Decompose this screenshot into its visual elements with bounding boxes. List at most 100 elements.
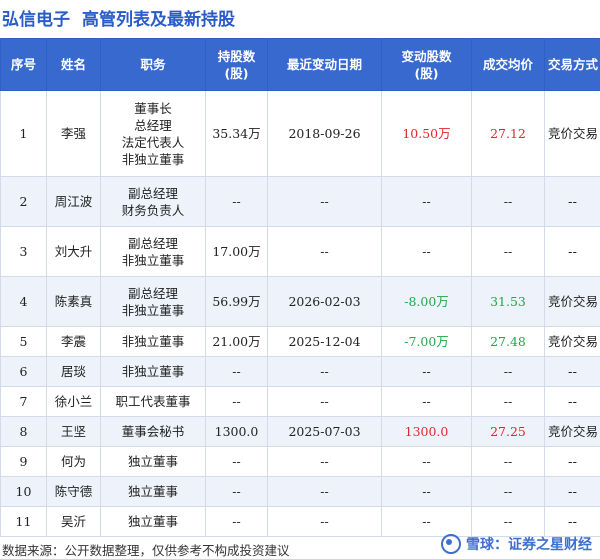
- role-label: 副总经理: [127, 235, 178, 251]
- role-label: 职工代表董事: [115, 394, 191, 409]
- role-label: 副总经理: [127, 285, 178, 301]
- change-shares-cell: -8.00万: [381, 276, 472, 327]
- row-number-cell: 9: [0, 446, 47, 477]
- change-date-cell: --: [267, 176, 382, 227]
- avg-price-cell: --: [471, 506, 545, 537]
- row-number-cell: 1: [0, 90, 47, 177]
- table-row: 9 何为 独立董事 -- -- -- -- --: [0, 446, 600, 477]
- name-cell: 陈守德: [46, 476, 101, 507]
- avg-price-cell: --: [471, 226, 545, 277]
- table-row: 8 王坚 董事会秘书 1300.0 2025-07-03 1300.0 27.25 竞价交易: [0, 416, 600, 447]
- brand-text: 雪球：证券之星财经: [466, 537, 592, 553]
- role-label: 非独立董事: [121, 364, 185, 379]
- row-number-cell: 3: [0, 226, 47, 277]
- change-shares-cell: --: [381, 506, 472, 537]
- avg-price-cell: 27.12: [471, 90, 545, 177]
- shares-cell: --: [205, 446, 268, 477]
- change-date-cell: 2026-02-03: [267, 276, 382, 327]
- column-header: 姓名: [46, 38, 101, 91]
- name-cell: 吴沂: [46, 506, 101, 537]
- change-date-cell: --: [267, 476, 382, 507]
- trade-method-cell: --: [544, 176, 600, 227]
- executives-table: 序号 姓名 职务 持股数 (股) 最近变动日期 变动股数 (股) 成交均价 交易方式 1 李强 董事长…: [0, 38, 600, 537]
- column-header-label: 成交均价: [482, 57, 533, 72]
- brand: 雪球：证券之星财经: [441, 534, 592, 554]
- roles-cell: 独立董事: [100, 476, 206, 507]
- shares-cell: --: [205, 506, 268, 537]
- trade-method-cell: 竞价交易: [544, 326, 600, 357]
- shares-cell: --: [205, 176, 268, 227]
- role-label: 财务负责人: [121, 202, 185, 218]
- row-number-cell: 4: [0, 276, 47, 327]
- change-date-cell: --: [267, 446, 382, 477]
- trade-method-cell: 竞价交易: [544, 90, 600, 177]
- column-header: 最近变动日期: [267, 38, 382, 91]
- change-shares-cell: -7.00万: [381, 326, 472, 357]
- shares-cell: 35.34万: [205, 90, 268, 177]
- column-header-label: (股): [414, 65, 439, 81]
- name-cell: 周江波: [46, 176, 101, 227]
- name-cell: 李震: [46, 326, 101, 357]
- trade-method-cell: --: [544, 506, 600, 537]
- table-row: 5 李震 非独立董事 21.00万 2025-12-04 -7.00万 27.48 竞价交易: [0, 326, 600, 357]
- data-source-note: 数据来源：公开数据整理，仅供参考不构成投资建议: [2, 543, 290, 558]
- change-shares-cell: 10.50万: [381, 90, 472, 177]
- name-cell: 陈素真: [46, 276, 101, 327]
- roles-cell: 独立董事: [100, 506, 206, 537]
- shares-cell: --: [205, 386, 268, 417]
- role-label: 非独立董事: [121, 151, 185, 167]
- role-label: 非独立董事: [121, 334, 185, 349]
- trade-method-cell: 竞价交易: [544, 276, 600, 327]
- avg-price-cell: --: [471, 386, 545, 417]
- column-header-label: 姓名: [60, 57, 86, 72]
- avg-price-cell: 31.53: [471, 276, 545, 327]
- column-header: 变动股数 (股): [381, 38, 472, 91]
- role-label: 独立董事: [127, 514, 178, 529]
- avg-price-cell: --: [471, 446, 545, 477]
- role-label: 独立董事: [127, 484, 178, 499]
- change-shares-cell: --: [381, 176, 472, 227]
- table-row: 2 周江波 副总经理 财务负责人 -- -- -- -- --: [0, 176, 600, 227]
- column-header: 职务: [100, 38, 206, 91]
- name-cell: 李强: [46, 90, 101, 177]
- table-row: 3 刘大升 副总经理 非独立董事 17.00万 -- -- -- --: [0, 226, 600, 277]
- name-cell: 何为: [46, 446, 101, 477]
- row-number-cell: 10: [0, 476, 47, 507]
- row-number-cell: 8: [0, 416, 47, 447]
- table-row: 11 吴沂 独立董事 -- -- -- -- --: [0, 506, 600, 537]
- column-header: 交易方式: [544, 38, 600, 91]
- column-header-label: 序号: [10, 57, 36, 72]
- column-header-label: (股): [224, 65, 249, 81]
- avg-price-cell: 27.25: [471, 416, 545, 447]
- roles-cell: 董事会秘书: [100, 416, 206, 447]
- avg-price-cell: --: [471, 356, 545, 387]
- avg-price-cell: --: [471, 476, 545, 507]
- name-cell: 刘大升: [46, 226, 101, 277]
- role-label: 董事长: [134, 100, 172, 116]
- role-label: 独立董事: [127, 454, 178, 469]
- table-row: 6 居琰 非独立董事 -- -- -- -- --: [0, 356, 600, 387]
- trade-method-cell: --: [544, 226, 600, 277]
- page-title: 高管列表及最新持股: [82, 9, 235, 30]
- roles-cell: 非独立董事: [100, 356, 206, 387]
- trade-method-cell: --: [544, 386, 600, 417]
- trade-method-cell: --: [544, 476, 600, 507]
- change-shares-cell: --: [381, 226, 472, 277]
- table-row: 1 李强 董事长 总经理 法定代表人 非独立董事 35.34万 2018-09-26 10.50…: [0, 90, 600, 177]
- change-date-cell: --: [267, 386, 382, 417]
- roles-cell: 独立董事: [100, 446, 206, 477]
- role-label: 非独立董事: [121, 252, 185, 268]
- shares-cell: 17.00万: [205, 226, 268, 277]
- shares-cell: --: [205, 356, 268, 387]
- column-header-label: 交易方式: [548, 57, 599, 72]
- table-header-row: 序号 姓名 职务 持股数 (股) 最近变动日期 变动股数 (股) 成交均价 交易方式: [0, 38, 600, 91]
- change-date-cell: 2025-12-04: [267, 326, 382, 357]
- change-date-cell: 2018-09-26: [267, 90, 382, 177]
- change-shares-cell: --: [381, 446, 472, 477]
- shares-cell: 21.00万: [205, 326, 268, 357]
- roles-cell: 董事长 总经理 法定代表人 非独立董事: [100, 90, 206, 177]
- avg-price-cell: 27.48: [471, 326, 545, 357]
- column-header-label: 持股数: [217, 48, 256, 64]
- shares-cell: --: [205, 476, 268, 507]
- column-header: 成交均价: [471, 38, 545, 91]
